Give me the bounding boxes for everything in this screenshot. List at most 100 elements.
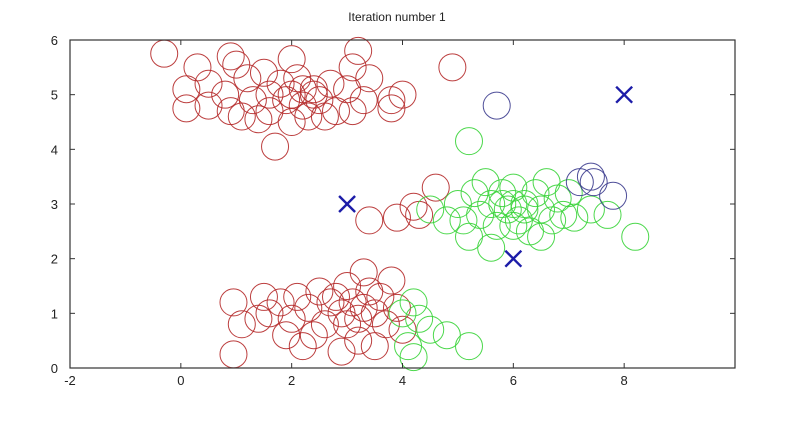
cluster-red-point <box>349 86 378 115</box>
centroid-x-marker <box>338 195 356 213</box>
cluster-red-point <box>288 332 317 361</box>
cluster-green-point <box>549 200 578 229</box>
y-tick-label: 1 <box>51 306 58 321</box>
cluster-red-point <box>211 80 240 109</box>
cluster-red-point <box>249 282 278 311</box>
cluster-red-point <box>283 282 312 311</box>
cluster-red-point <box>172 75 201 104</box>
cluster-red-point <box>360 332 389 361</box>
cluster-red-point <box>227 310 256 339</box>
cluster-green-point <box>416 195 445 224</box>
cluster-green-point <box>432 321 461 350</box>
cluster-red-point <box>261 132 290 161</box>
cluster-green-point <box>460 179 489 208</box>
cluster-green-point <box>432 206 461 235</box>
cluster-green-point <box>399 288 428 317</box>
cluster-red-point <box>272 321 301 350</box>
cluster-red-point <box>399 192 428 221</box>
cluster-red-point <box>344 304 373 333</box>
cluster-green-point <box>499 190 528 218</box>
cluster-green-point <box>416 315 445 344</box>
cluster-red-point <box>150 39 179 68</box>
y-tick-label: 2 <box>51 252 58 267</box>
centroid-x-marker <box>504 249 523 268</box>
cluster-red-point <box>233 64 262 93</box>
cluster-red-point <box>310 102 339 131</box>
cluster-red-point <box>366 282 395 311</box>
cluster-red-point <box>244 304 273 333</box>
cluster-red-point <box>216 42 245 71</box>
cluster-red-point <box>294 102 323 131</box>
cluster-green-point <box>527 222 556 251</box>
cluster-blue-point <box>482 91 511 120</box>
cluster-green-point <box>576 195 605 224</box>
cluster-red-point <box>333 310 362 339</box>
x-tick-label: 8 <box>621 373 628 388</box>
cluster-blue-point <box>576 162 605 191</box>
cluster-red-point <box>294 293 323 322</box>
x-tick-label: 4 <box>399 373 406 388</box>
plot-frame <box>69 39 736 369</box>
cluster-red-point <box>299 80 328 109</box>
cluster-red-point <box>299 321 328 350</box>
cluster-green-point <box>477 233 506 262</box>
cluster-red-point <box>244 105 273 134</box>
cluster-red-point <box>377 266 406 295</box>
cluster-red-point <box>322 282 350 311</box>
cluster-red-point <box>377 94 406 123</box>
cluster-red-point <box>310 310 339 339</box>
x-tick-label: 2 <box>288 373 295 388</box>
cluster-green-point <box>455 332 483 361</box>
cluster-red-point <box>277 80 306 109</box>
cluster-red-point <box>172 94 201 123</box>
cluster-red-point <box>194 69 223 98</box>
cluster-red-point <box>377 86 406 115</box>
cluster-green-point <box>482 211 511 240</box>
cluster-red-point <box>219 288 248 317</box>
cluster-green-point <box>593 200 622 229</box>
cluster-green-point <box>554 179 583 208</box>
cluster-green-point <box>477 190 506 218</box>
cluster-blue-point <box>579 168 608 197</box>
cluster-red-point <box>349 258 378 287</box>
cluster-red-point <box>249 58 278 87</box>
cluster-red-point <box>194 91 223 120</box>
cluster-red-point <box>277 304 306 333</box>
cluster-red-point <box>305 86 334 115</box>
cluster-green-point <box>488 190 517 218</box>
x-tick-label: 0 <box>177 373 184 388</box>
cluster-red-point <box>219 340 248 369</box>
x-tick-label: 6 <box>510 373 517 388</box>
y-tick-label: 6 <box>51 33 58 48</box>
cluster-red-point <box>305 277 334 306</box>
cluster-green-point <box>493 195 522 224</box>
cluster-red-point <box>327 337 356 366</box>
cluster-green-point <box>455 127 483 156</box>
cluster-red-point <box>338 97 367 126</box>
cluster-green-point <box>560 203 589 232</box>
cluster-red-point <box>266 288 295 317</box>
cluster-red-point <box>255 80 284 109</box>
y-tick-label: 5 <box>51 88 58 103</box>
cluster-green-point <box>388 299 417 328</box>
cluster-red-point <box>238 86 267 115</box>
cluster-red-point <box>438 53 467 82</box>
chart-title: Iteration number 1 <box>348 10 446 24</box>
cluster-red-point <box>388 315 417 344</box>
cluster-red-point <box>227 102 256 131</box>
cluster-green-point <box>471 168 500 197</box>
cluster-green-point <box>449 206 478 235</box>
y-tick-label: 3 <box>51 197 58 212</box>
cluster-red-point <box>355 206 384 235</box>
cluster-red-point <box>338 53 367 82</box>
cluster-red-point <box>344 36 373 65</box>
cluster-green-point <box>394 332 423 361</box>
cluster-green-point <box>621 222 650 251</box>
cluster-red-point <box>421 173 450 202</box>
cluster-red-point <box>266 69 295 98</box>
x-tick-label: -2 <box>64 373 76 388</box>
y-tick-label: 4 <box>51 142 58 157</box>
cluster-red-point <box>316 288 345 317</box>
cluster-green-point <box>455 222 483 251</box>
